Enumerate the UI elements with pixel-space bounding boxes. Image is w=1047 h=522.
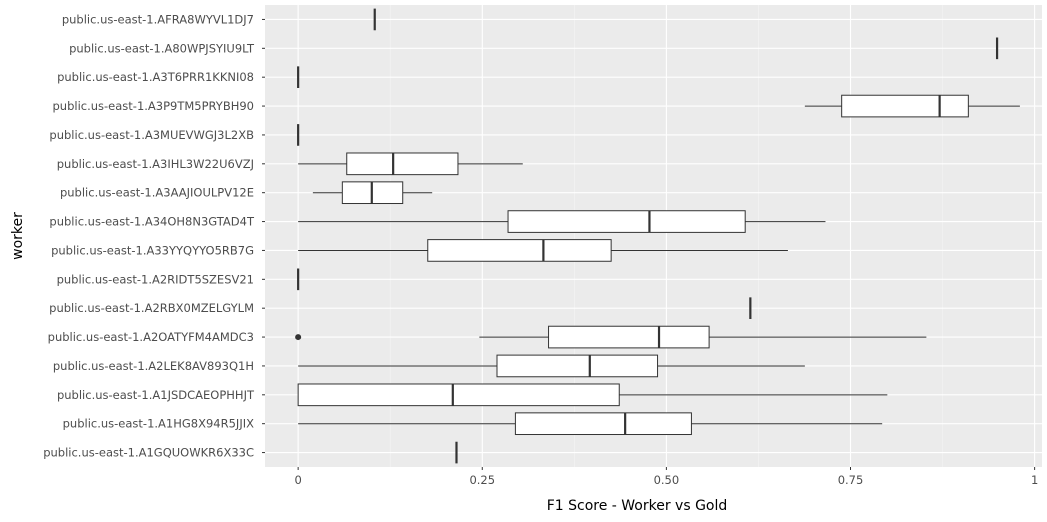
y-tick-label: public.us-east-1.A2RBX0MZELGYLM bbox=[49, 301, 254, 315]
iqr-box bbox=[548, 325, 710, 349]
x-tick-label: 0.25 bbox=[469, 473, 495, 487]
x-axis: 0 0.25 0.50 0.75 1 bbox=[294, 467, 1038, 487]
iqr-box bbox=[427, 239, 612, 262]
y-tick-label: public.us-east-1.A80WPJSYIU9LT bbox=[69, 41, 255, 55]
iqr-box bbox=[507, 210, 746, 233]
iqr-box bbox=[841, 94, 969, 118]
y-axis: public.us-east-1.AFRA8WYVL1DJ7 public.us-… bbox=[43, 12, 265, 460]
y-tick-label: public.us-east-1.A3IHL3W22U6VZJ bbox=[57, 157, 254, 171]
y-tick-label: public.us-east-1.A3T6PRR1KKNI08 bbox=[57, 70, 254, 84]
x-tick-label: 0.75 bbox=[838, 473, 864, 487]
iqr-box bbox=[297, 383, 620, 407]
iqr-box bbox=[514, 412, 692, 436]
box-public.us-east-1.A3AAJIOULPV12E bbox=[312, 181, 433, 205]
box-public.us-east-1.A3P9TM5PRYBH90 bbox=[804, 94, 1020, 118]
y-tick-label: public.us-east-1.A2RIDT5SZESV21 bbox=[57, 272, 254, 286]
iqr-box bbox=[346, 152, 459, 176]
x-axis-title: F1 Score - Worker vs Gold bbox=[547, 498, 728, 514]
y-axis-title: worker bbox=[10, 212, 26, 260]
y-tick-label: public.us-east-1.A1HG8X94R5JJIX bbox=[63, 417, 254, 431]
y-tick-label: public.us-east-1.AFRA8WYVL1DJ7 bbox=[62, 12, 254, 26]
y-tick-label: public.us-east-1.A2LEK8AV893Q1H bbox=[53, 359, 254, 373]
box-public.us-east-1.A2OATYFM4AMDC3 bbox=[295, 325, 927, 349]
y-tick-label: public.us-east-1.A33YYQYYO5RB7G bbox=[51, 243, 254, 257]
x-tick-label: 0.50 bbox=[654, 473, 680, 487]
box-public.us-east-1.A3IHL3W22U6VZJ bbox=[298, 152, 523, 176]
iqr-box bbox=[496, 354, 659, 378]
y-tick-label: public.us-east-1.A1GQUOWKR6X33C bbox=[43, 446, 254, 460]
box-public.us-east-1.A1HG8X94R5JJIX bbox=[298, 412, 883, 436]
outlier-point bbox=[295, 334, 302, 341]
y-tick-label: public.us-east-1.A1JSDCAEOPHHJT bbox=[57, 388, 255, 402]
y-tick-label: public.us-east-1.A3P9TM5PRYBH90 bbox=[52, 99, 254, 113]
y-tick-label: public.us-east-1.A34OH8N3GTAD4T bbox=[49, 215, 255, 229]
box-public.us-east-1.A2LEK8AV893Q1H bbox=[298, 354, 805, 378]
x-tick-label: 0 bbox=[294, 473, 301, 487]
y-tick-label: public.us-east-1.A2OATYFM4AMDC3 bbox=[48, 330, 254, 344]
box-public.us-east-1.A34OH8N3GTAD4T bbox=[298, 210, 826, 233]
x-tick-label: 1 bbox=[1031, 473, 1038, 487]
y-tick-label: public.us-east-1.A3MUEVWGJ3L2XB bbox=[49, 128, 254, 142]
boxes bbox=[295, 8, 1020, 464]
box-public.us-east-1.A1JSDCAEOPHHJT bbox=[297, 383, 888, 407]
y-tick-label: public.us-east-1.A3AAJIOULPV12E bbox=[60, 186, 254, 200]
box-public.us-east-1.A33YYQYYO5RB7G bbox=[298, 239, 788, 262]
